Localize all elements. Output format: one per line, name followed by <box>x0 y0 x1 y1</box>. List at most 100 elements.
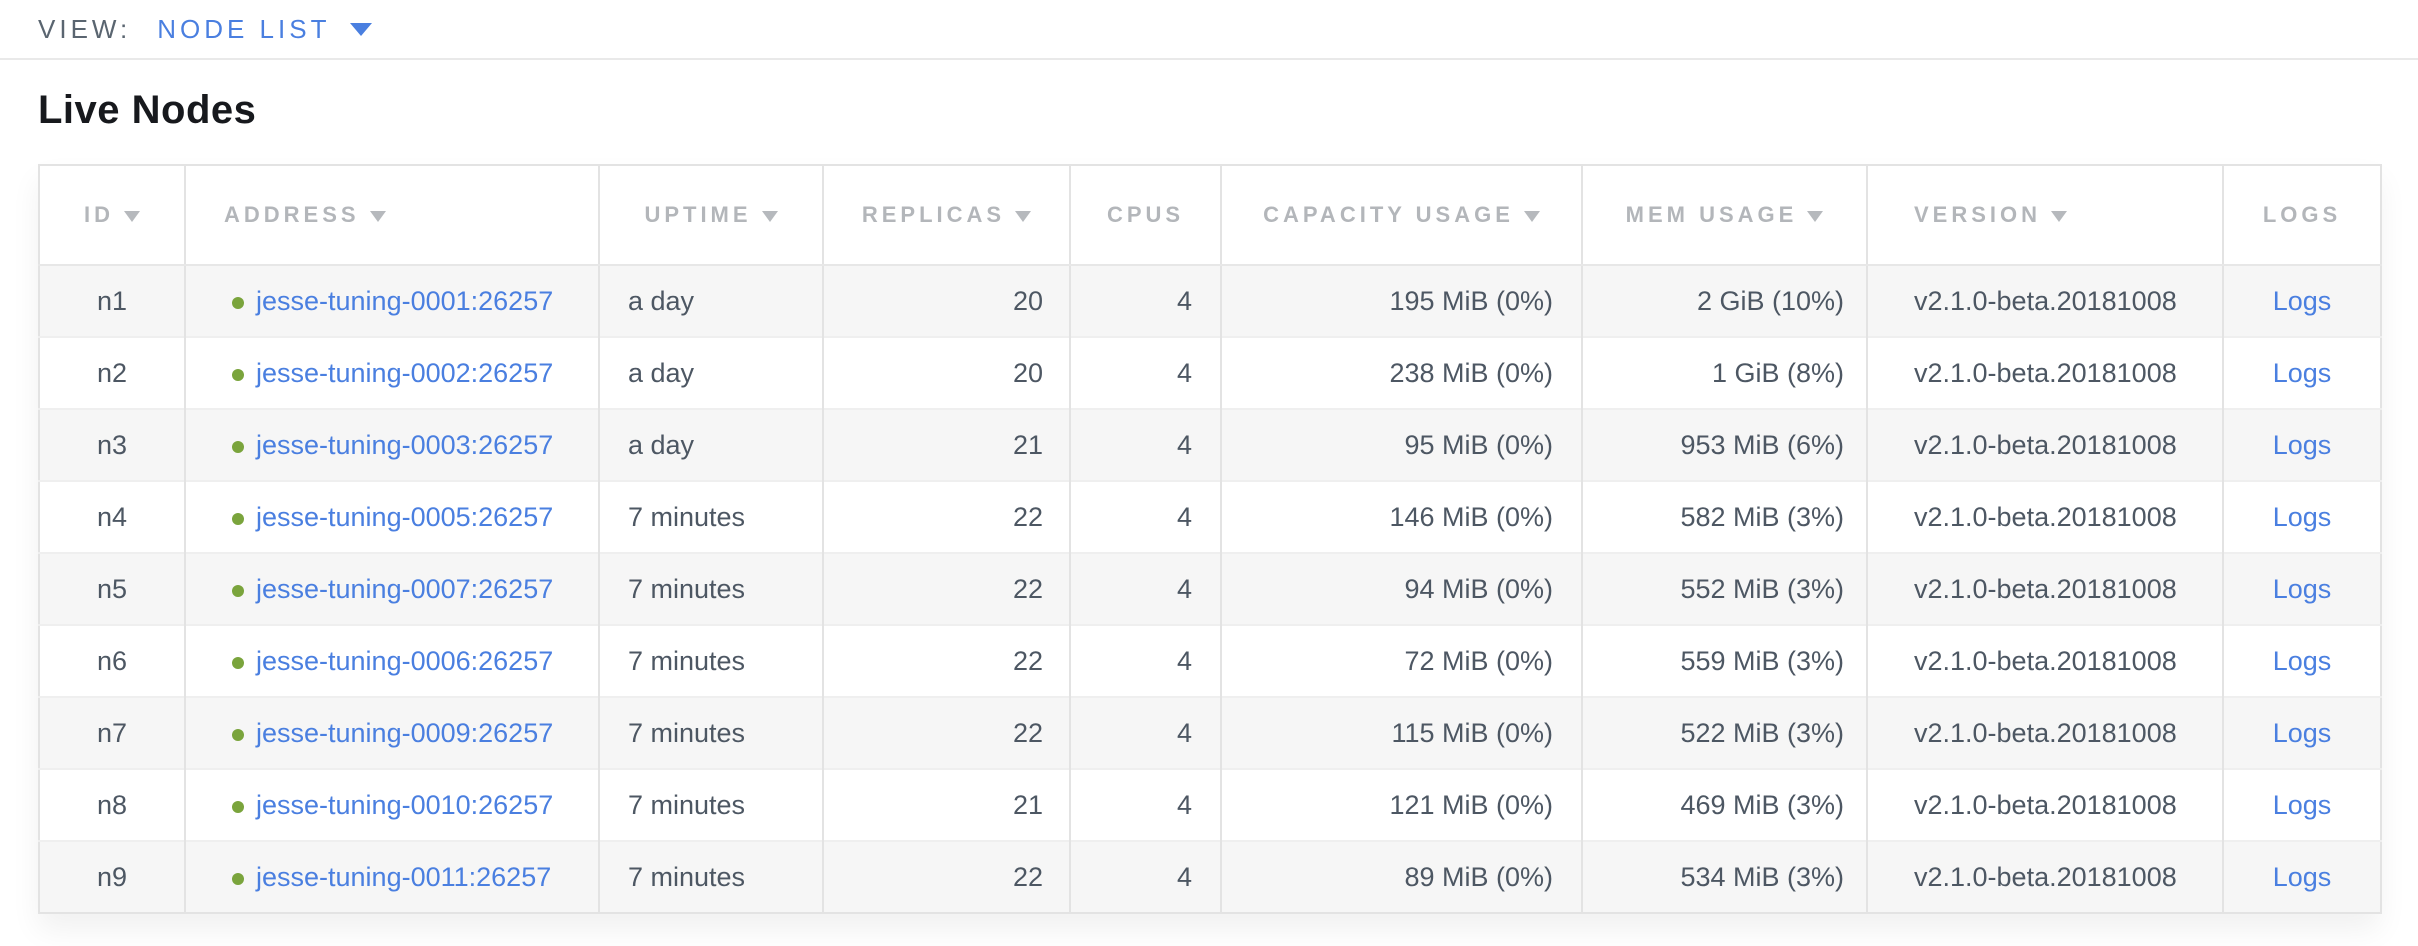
column-header-address[interactable]: ADDRESS <box>184 165 599 266</box>
view-selector-value: NODE LIST <box>157 13 331 44</box>
column-header-replicas[interactable]: REPLICAS <box>822 165 1070 266</box>
table-body: n1 jesse-tuning-0001:26257 a day 20 4 195 MiB… <box>39 265 2381 913</box>
logs-link[interactable]: Logs <box>2272 645 2332 676</box>
column-header-label: REPLICAS <box>861 202 1006 227</box>
cell-uptime: 7 minutes <box>598 840 823 913</box>
cell-id: n5 <box>39 552 185 625</box>
table-row: n8 jesse-tuning-0010:26257 7 minutes 21 4 121… <box>39 768 2381 841</box>
cell-cpus: 4 <box>1069 840 1221 913</box>
column-header-capacity[interactable]: CAPACITY USAGE <box>1220 165 1582 266</box>
column-header-version[interactable]: VERSION <box>1866 165 2223 266</box>
sort-desc-icon <box>124 211 140 222</box>
table-row: n7 jesse-tuning-0009:26257 7 minutes 22 4 115… <box>39 696 2381 769</box>
cell-capacity: 146 MiB (0%) <box>1220 480 1582 553</box>
sort-desc-icon <box>2051 211 2068 222</box>
cell-version: v2.1.0-beta.20181008 <box>1866 480 2223 553</box>
cell-address: jesse-tuning-0005:26257 <box>184 480 599 553</box>
cell-version: v2.1.0-beta.20181008 <box>1866 408 2223 481</box>
sort-desc-icon <box>1015 211 1032 222</box>
cell-id: n1 <box>96 285 128 316</box>
cell-uptime: a day <box>598 408 823 481</box>
view-label: VIEW: <box>38 13 132 44</box>
node-status-icon <box>232 512 244 525</box>
table-row: n2 jesse-tuning-0002:26257 a day 20 4 238 MiB… <box>39 336 2381 409</box>
cell-cpus: 4 <box>1069 696 1221 769</box>
cell-mem: 559 MiB (3%) <box>1581 624 1867 697</box>
cell-address: jesse-tuning-0010:26257 <box>184 768 599 841</box>
table-row: n1 jesse-tuning-0001:26257 a day 20 4 195 MiB… <box>39 265 2381 337</box>
cell-replicas: 21 <box>822 408 1070 481</box>
cell-id: n2 <box>39 336 185 409</box>
sort-desc-icon <box>369 211 386 222</box>
cell-mem: 953 MiB (6%) <box>1581 408 1867 481</box>
cell-version: v2.1.0-beta.20181008 <box>1866 552 2223 625</box>
logs-link[interactable]: Logs <box>2272 861 2332 892</box>
cell-version: v2.1.0-beta.20181008 <box>1866 336 2223 409</box>
cell-replicas: 22 <box>822 480 1070 553</box>
address-link[interactable]: jesse-tuning-0011:26257 <box>256 861 552 892</box>
table-row: n9 jesse-tuning-0011:26257 7 minutes 22 4 89 … <box>39 840 2381 913</box>
page-title: Live Nodes <box>38 88 257 132</box>
column-header-label: CPUS <box>1106 202 1185 227</box>
cell-id: n6 <box>39 624 185 697</box>
cell-capacity: 238 MiB (0%) <box>1220 336 1582 409</box>
table-header: ID ADDRESS UPTIME REPLICAS CPUS CAPACITY USAG… <box>39 165 2381 266</box>
cell-logs: Logs <box>2222 840 2381 913</box>
cell-cpus: 4 <box>1069 336 1221 409</box>
address-link[interactable]: jesse-tuning-0005:26257 <box>256 501 554 532</box>
logs-link[interactable]: Logs <box>2272 429 2332 460</box>
cell-replicas: 20 <box>822 336 1070 409</box>
cell-cpus: 4 <box>1069 624 1221 697</box>
cell-capacity: 89 MiB (0%) <box>1220 840 1582 913</box>
column-header-cpus: CPUS <box>1069 165 1221 266</box>
cell-capacity: 95 MiB (0%) <box>1220 408 1582 481</box>
cell-version: v2.1.0-beta.20181008 <box>1866 696 2223 769</box>
logs-link[interactable]: Logs <box>2272 789 2332 820</box>
logs-link[interactable]: Logs <box>2272 501 2332 532</box>
cell-version: v2.1.0-beta.20181008 <box>1866 265 2223 337</box>
table-row: n5 jesse-tuning-0007:26257 7 minutes 22 4 94 … <box>39 552 2381 625</box>
cell-replicas: 20 <box>822 265 1070 337</box>
column-header-label: VERSION <box>1914 202 2042 227</box>
sort-desc-icon <box>761 211 778 222</box>
cell-logs: Logs <box>2222 480 2381 553</box>
logs-link[interactable]: Logs <box>2272 357 2332 388</box>
logs-link[interactable]: Logs <box>2272 573 2332 604</box>
column-header-mem[interactable]: MEM USAGE <box>1581 165 1867 266</box>
table-header-row: ID ADDRESS UPTIME REPLICAS CPUS CAPACITY USAG… <box>39 165 2381 266</box>
table-row: n4 jesse-tuning-0005:26257 7 minutes 22 4 146… <box>39 480 2381 553</box>
cell-id: n7 <box>39 696 185 769</box>
address-link[interactable]: jesse-tuning-0009:26257 <box>256 717 554 748</box>
node-status-icon <box>232 728 244 741</box>
cell-replicas: 22 <box>822 840 1070 913</box>
address-link[interactable]: jesse-tuning-0002:26257 <box>256 357 554 388</box>
column-header-label: UPTIME <box>644 202 752 227</box>
cell-logs: Logs <box>2222 336 2381 409</box>
address-link[interactable]: jesse-tuning-0007:26257 <box>256 573 554 604</box>
cell-version: v2.1.0-beta.20181008 <box>1866 624 2223 697</box>
column-header-id[interactable]: ID <box>39 165 185 266</box>
cell-mem: 1 GiB (8%) <box>1581 336 1867 409</box>
address-link[interactable]: jesse-tuning-0001:26257 <box>256 285 554 316</box>
column-header-uptime[interactable]: UPTIME <box>598 165 823 266</box>
logs-link[interactable]: Logs <box>2272 717 2332 748</box>
live-nodes-table: ID ADDRESS UPTIME REPLICAS CPUS CAPACITY USAG… <box>38 164 2382 914</box>
column-header-label: ID <box>84 202 114 227</box>
cell-address: jesse-tuning-0007:26257 <box>184 552 599 625</box>
address-link[interactable]: jesse-tuning-0003:26257 <box>256 429 554 460</box>
view-selector-dropdown[interactable]: NODE LIST <box>157 13 373 45</box>
address-link[interactable]: jesse-tuning-0006:26257 <box>256 645 554 676</box>
cell-capacity: 121 MiB (0%) <box>1220 768 1582 841</box>
cell-version: v2.1.0-beta.20181008 <box>1866 840 2223 913</box>
cell-address: jesse-tuning-0003:26257 <box>184 408 599 481</box>
column-header-label: LOGS <box>2262 202 2342 227</box>
cell-replicas: 21 <box>822 768 1070 841</box>
cell-address: jesse-tuning-0002:26257 <box>184 336 599 409</box>
logs-link[interactable]: Logs <box>2272 285 2332 316</box>
address-link[interactable]: jesse-tuning-0010:26257 <box>256 789 554 820</box>
cell-address: jesse-tuning-0011:26257 <box>184 840 599 913</box>
view-toolbar: VIEW: NODE LIST <box>0 0 2418 60</box>
cell-logs: Logs <box>2222 408 2381 481</box>
node-status-icon <box>232 368 244 381</box>
